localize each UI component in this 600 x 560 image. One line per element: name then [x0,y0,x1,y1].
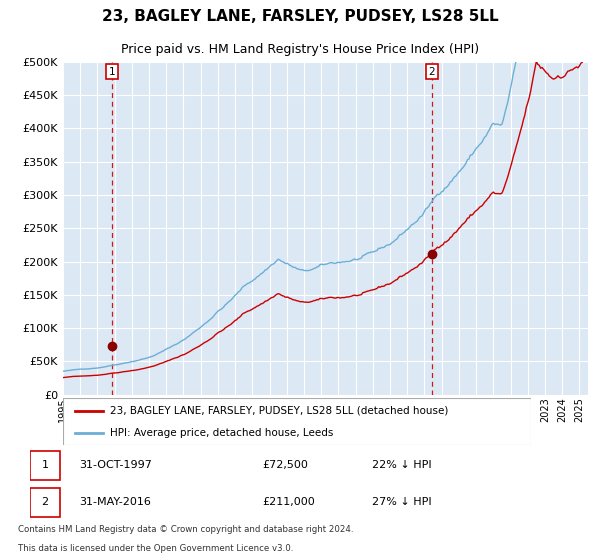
Text: 23, BAGLEY LANE, FARSLEY, PUDSEY, LS28 5LL: 23, BAGLEY LANE, FARSLEY, PUDSEY, LS28 5… [101,10,499,24]
Text: £72,500: £72,500 [262,460,308,470]
Text: 22% ↓ HPI: 22% ↓ HPI [372,460,432,470]
Text: Contains HM Land Registry data © Crown copyright and database right 2024.: Contains HM Land Registry data © Crown c… [18,525,353,534]
Text: 2: 2 [41,497,49,507]
Text: Price paid vs. HM Land Registry's House Price Index (HPI): Price paid vs. HM Land Registry's House … [121,43,479,56]
Text: £211,000: £211,000 [262,497,314,507]
FancyBboxPatch shape [30,451,61,480]
Text: 2: 2 [428,67,435,77]
Text: 31-OCT-1997: 31-OCT-1997 [80,460,152,470]
Text: 31-MAY-2016: 31-MAY-2016 [80,497,152,507]
Text: This data is licensed under the Open Government Licence v3.0.: This data is licensed under the Open Gov… [18,544,293,553]
Text: 1: 1 [109,67,115,77]
Text: 1: 1 [41,460,49,470]
Text: 23, BAGLEY LANE, FARSLEY, PUDSEY, LS28 5LL (detached house): 23, BAGLEY LANE, FARSLEY, PUDSEY, LS28 5… [110,406,448,416]
Text: HPI: Average price, detached house, Leeds: HPI: Average price, detached house, Leed… [110,428,333,438]
Text: 27% ↓ HPI: 27% ↓ HPI [372,497,432,507]
FancyBboxPatch shape [30,488,61,517]
